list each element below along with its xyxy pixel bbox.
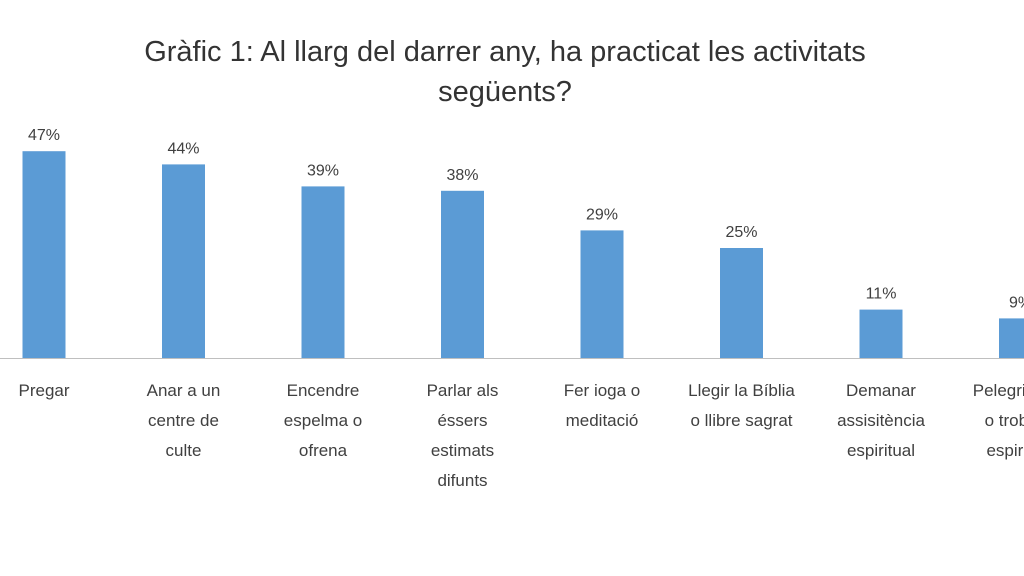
bar-4 xyxy=(580,230,624,358)
bar-3 xyxy=(441,190,484,358)
category-label-7-line-1: o trobada xyxy=(984,411,1024,430)
category-label-1-line-2: culte xyxy=(165,441,202,460)
category-label-4-line-0: Fer ioga o xyxy=(563,381,641,400)
category-label-1: Anar a un centre de culte xyxy=(120,376,248,466)
category-label-7: Pelegrinatge o trobada espiritual xyxy=(957,376,1024,466)
category-label-7-line-0: Pelegrinatge xyxy=(972,381,1024,400)
category-label-7-line-2: espiritual xyxy=(986,441,1024,460)
category-label-4: Fer ioga o meditació xyxy=(538,376,666,436)
bar-5 xyxy=(720,248,763,358)
bar-1 xyxy=(162,164,205,358)
chart-title-line-2: següents? xyxy=(438,76,572,108)
bar-2 xyxy=(301,186,345,358)
category-label-3-line-1: éssers xyxy=(437,411,488,430)
chart-title-line-1: Gràfic 1: Al llarg del darrer any, ha pr… xyxy=(144,36,866,68)
category-label-0: Pregar xyxy=(0,376,108,406)
data-label-4: 29% xyxy=(586,206,618,223)
category-label-3: Parlar als éssers estimats difunts xyxy=(399,376,527,496)
category-label-5-line-1: o llibre sagrat xyxy=(690,411,793,430)
bar-0 xyxy=(22,151,66,358)
chart-title: Gràfic 1: Al llarg del darrer any, ha pr… xyxy=(0,32,1010,112)
category-label-6-line-2: espiritual xyxy=(846,441,916,460)
data-label-0: 47% xyxy=(28,127,60,144)
category-label-3-line-0: Parlar als xyxy=(426,381,499,400)
category-label-6: Demanar assisitència espiritual xyxy=(817,376,945,466)
category-label-2-line-0: Encendre xyxy=(286,381,360,400)
category-label-0-line-0: Pregar xyxy=(18,381,70,400)
data-label-3: 38% xyxy=(446,167,478,184)
category-label-3-line-3: difunts xyxy=(437,471,488,490)
data-label-1: 44% xyxy=(167,140,199,157)
category-label-2-line-2: ofrena xyxy=(298,441,348,460)
data-label-6: 11% xyxy=(866,286,897,303)
category-label-2-line-1: espelma o xyxy=(283,411,363,430)
category-label-6-line-0: Demanar xyxy=(846,381,916,400)
category-label-4-line-1: meditació xyxy=(565,411,639,430)
bar-7 xyxy=(999,318,1024,358)
category-label-5: Llegir la Bíblia o llibre sagrat xyxy=(678,376,806,436)
category-label-1-line-1: centre de xyxy=(148,411,219,430)
category-label-2: Encendre espelma o ofrena xyxy=(259,376,387,466)
category-label-5-line-0: Llegir la Bíblia xyxy=(688,381,795,400)
category-label-1-line-0: Anar a un xyxy=(146,381,221,400)
category-label-6-line-1: assisitència xyxy=(837,411,925,430)
data-label-7: 9% xyxy=(1009,294,1024,311)
bar-6 xyxy=(859,309,903,358)
data-label-2: 39% xyxy=(307,162,339,179)
data-label-5: 25% xyxy=(725,224,757,241)
category-label-3-line-2: estimats xyxy=(430,441,495,460)
